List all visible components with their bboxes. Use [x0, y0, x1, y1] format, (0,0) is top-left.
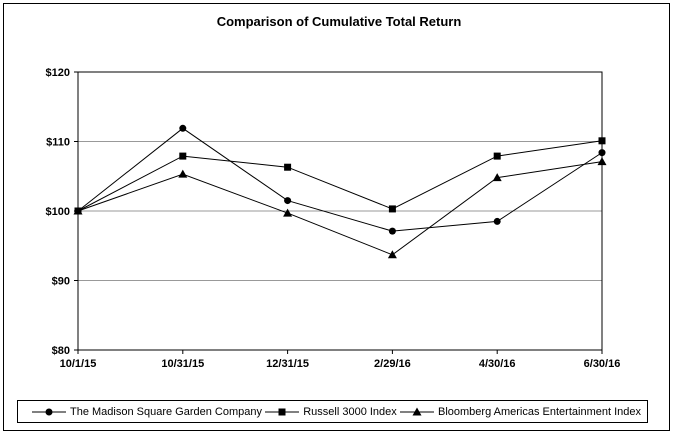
- triangle-marker-icon: [400, 407, 434, 415]
- figure-border: [3, 3, 670, 431]
- legend-entry-russell: Russell 3000 Index: [265, 406, 397, 418]
- chart-title: Comparison of Cumulative Total Return: [216, 14, 462, 29]
- circle-marker-icon: [32, 408, 66, 415]
- svg-text:2/29/16: 2/29/16: [374, 358, 411, 370]
- legend-label-msg: The Madison Square Garden Company: [70, 405, 262, 418]
- legend-label-bloomberg: Bloomberg Americas Entertainment Index: [438, 405, 641, 418]
- svg-text:$120: $120: [46, 67, 70, 79]
- legend-entry-bloomberg: Bloomberg Americas Entertainment Index: [400, 406, 641, 418]
- svg-text:$110: $110: [46, 137, 70, 149]
- svg-text:$80: $80: [52, 345, 70, 357]
- legend-label-russell: Russell 3000 Index: [303, 405, 397, 418]
- svg-text:12/31/15: 12/31/15: [266, 358, 309, 370]
- svg-text:10/1/15: 10/1/15: [60, 358, 97, 370]
- chart-legend: The Madison Square Garden Company Russel…: [17, 400, 648, 423]
- svg-text:4/30/16: 4/30/16: [479, 358, 516, 370]
- svg-text:10/31/15: 10/31/15: [161, 358, 204, 370]
- svg-text:$90: $90: [52, 276, 70, 288]
- svg-text:$100: $100: [46, 206, 70, 218]
- square-marker-icon: [265, 408, 300, 415]
- svg-text:6/30/16: 6/30/16: [584, 358, 621, 370]
- legend-entry-msg: The Madison Square Garden Company: [32, 406, 262, 418]
